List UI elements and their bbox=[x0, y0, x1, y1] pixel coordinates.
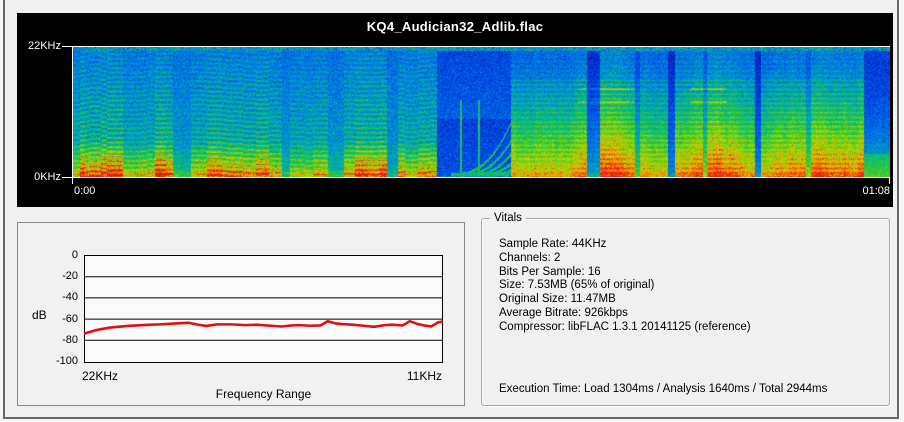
db-ytick-label: -60 bbox=[62, 312, 78, 325]
spectrogram-title: KQ4_Audician32_Adlib.flac bbox=[366, 19, 544, 34]
x-label-right: 11KHz bbox=[406, 369, 442, 383]
app-window: KQ4_Audician32_Adlib.flac 22KHz 0KHz 0:0… bbox=[3, 0, 899, 419]
vitals-line: Average Bitrate: 926kbps bbox=[499, 306, 628, 319]
spectrogram-panel: KQ4_Audician32_Adlib.flac 22KHz 0KHz 0:0… bbox=[17, 13, 893, 207]
time-tick-start bbox=[72, 178, 73, 184]
db-ytick-label: 0 bbox=[71, 249, 78, 261]
freq-tick-top bbox=[62, 46, 72, 47]
freq-range-label: Frequency Range bbox=[215, 387, 312, 401]
db-axis-unit-label: dB bbox=[32, 308, 47, 322]
freq-axis-label-top: 22KHz bbox=[27, 40, 61, 52]
db-ytick-label: -40 bbox=[62, 291, 78, 304]
time-label-start: 0:00 bbox=[74, 185, 96, 197]
spectrogram-plot-frame bbox=[72, 46, 890, 178]
db-chart: 0 -20 -40 -60 -80 -100 dB 22KHz 11KHz Frequen… bbox=[17, 222, 465, 406]
vitals-line: Size: 7.53MB (65% of original) bbox=[499, 279, 655, 292]
vitals-line: Bits Per Sample: 16 bbox=[499, 265, 601, 278]
vitals-legend: Vitals bbox=[490, 212, 526, 225]
db-chart-plot bbox=[83, 255, 444, 368]
freq-tick-bottom bbox=[62, 177, 72, 178]
db-ytick-label: -80 bbox=[62, 333, 78, 346]
db-ytick-label: -100 bbox=[55, 355, 78, 367]
vitals-groupbox: Vitals Sample Rate: 44KHz Channels: 2 Bits… bbox=[481, 212, 890, 406]
x-label-left: 22KHz bbox=[82, 369, 119, 383]
db-ytick-label: -20 bbox=[62, 270, 78, 283]
vitals-line: Sample Rate: 44KHz bbox=[499, 238, 607, 250]
vitals-line: Compressor: libFLAC 1.3.1 20141125 (refe… bbox=[499, 320, 751, 333]
time-label-end: 01:08 bbox=[862, 185, 890, 197]
vitals-lines: Sample Rate: 44KHz Channels: 2 Bits Per Sa… bbox=[499, 238, 751, 335]
vitals-line: Original Size: 11.47MB bbox=[499, 293, 616, 306]
spectrogram-canvas bbox=[73, 47, 890, 177]
vitals-line: Channels: 2 bbox=[499, 251, 561, 264]
freq-axis-label-bottom: 0KHz bbox=[34, 171, 61, 183]
time-tick-end bbox=[889, 178, 890, 184]
execution-time-text: Execution Time: Load 1304ms / Analysis 1… bbox=[499, 383, 828, 395]
